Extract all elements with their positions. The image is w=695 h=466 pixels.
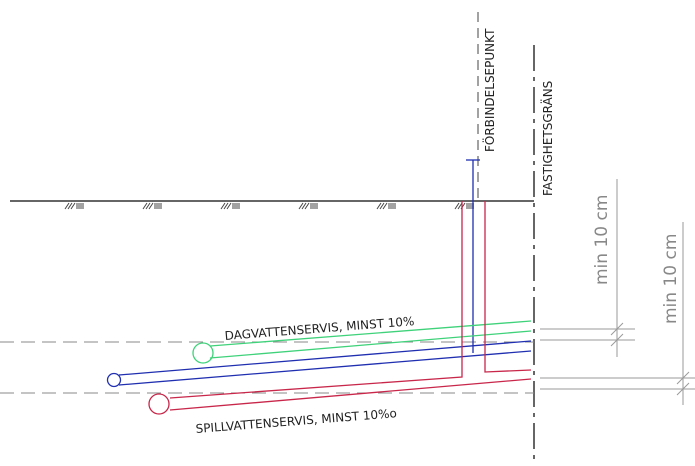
sewer-pipe-end bbox=[148, 393, 170, 415]
ground-hatch-symbol bbox=[376, 202, 396, 210]
ground-hatch-symbol bbox=[64, 202, 84, 210]
ground-hatch-group bbox=[64, 202, 474, 210]
dimension-upper bbox=[540, 179, 635, 357]
water-pipe-end bbox=[106, 372, 122, 388]
ground-hatch-symbol bbox=[220, 202, 240, 210]
dimension-lower bbox=[540, 222, 695, 405]
storm-service-label: DAGVATTENSERVIS, MINST 10% bbox=[224, 314, 415, 343]
connection-point-label: FÖRBINDELSEPUNKT bbox=[481, 28, 497, 152]
water-pipe bbox=[106, 159, 532, 388]
storm-water-pipe bbox=[192, 320, 532, 364]
property-boundary-label: FASTIGHETSGRÄNS bbox=[540, 81, 555, 196]
ground-hatch-symbol bbox=[142, 202, 162, 210]
ground-hatch-symbol bbox=[298, 202, 318, 210]
sewer-service-label: SPILLVATTENSERVIS, MINST 10%o bbox=[195, 406, 397, 436]
sewer-pipe bbox=[148, 201, 532, 415]
dimension-lower-label: min 10 cm bbox=[661, 234, 681, 324]
storm-water-pipe-end bbox=[192, 342, 214, 364]
dimension-upper-label: min 10 cm bbox=[592, 195, 612, 285]
ground-hatch-symbol bbox=[454, 202, 474, 210]
